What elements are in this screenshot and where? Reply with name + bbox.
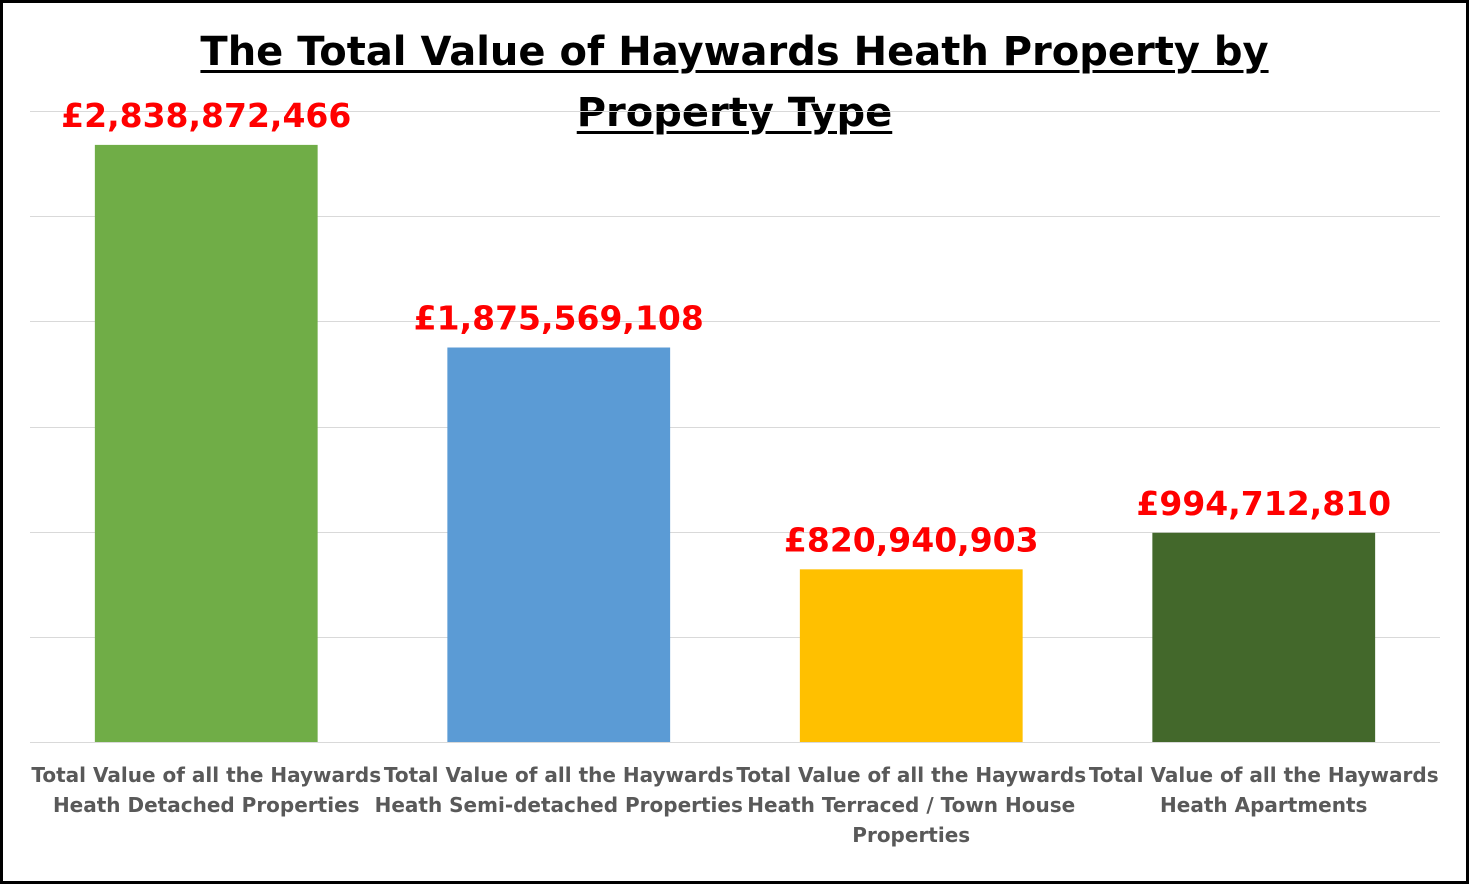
category-label-4-line-1: Total Value of all the Haywards	[1089, 763, 1439, 787]
bar-4	[1152, 532, 1376, 742]
bar-3	[799, 569, 1023, 742]
category-label-1-line-1: Total Value of all the Haywards	[31, 763, 381, 787]
data-label-4: £994,712,810	[1136, 484, 1391, 523]
data-label-1: £2,838,872,466	[61, 96, 351, 135]
category-label-3-line-3: Properties	[852, 823, 970, 847]
data-labels: £2,838,872,466 £1,875,569,108 £820,940,903…	[61, 96, 1391, 559]
chart-title-line-2: Property Type	[576, 90, 893, 136]
data-label-2: £1,875,569,108	[414, 299, 704, 338]
data-label-3: £820,940,903	[784, 520, 1039, 559]
category-label-2-line-2: Heath Semi-detached Properties	[375, 793, 743, 817]
bar-1	[94, 144, 318, 742]
category-label-1-line-2: Heath Detached Properties	[53, 793, 360, 817]
category-label-2-line-1: Total Value of all the Haywards	[384, 763, 734, 787]
chart-title: The Total Value of Haywards Heath Proper…	[200, 22, 1269, 144]
category-label-4-line-2: Heath Apartments	[1160, 793, 1367, 817]
bar-2	[447, 347, 671, 742]
category-label-3-line-2: Heath Terraced / Town House	[747, 793, 1075, 817]
chart-title-line-1: The Total Value of Haywards Heath Proper…	[200, 29, 1269, 75]
category-labels: Total Value of all the Haywards Heath Det…	[31, 763, 1438, 847]
bars	[94, 144, 1376, 742]
category-label-3-line-1: Total Value of all the Haywards	[736, 763, 1086, 787]
